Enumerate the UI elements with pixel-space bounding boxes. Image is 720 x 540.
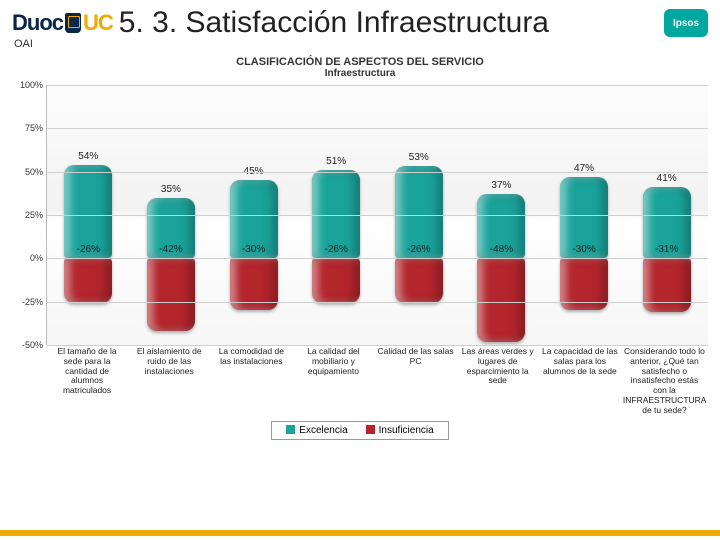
y-tick-label: 25% (9, 210, 43, 220)
bar-value-label: 41% (643, 173, 691, 184)
bar-insuficiencia: -26% (64, 258, 112, 303)
chart-subtitle: Infraestructura (0, 68, 720, 79)
x-tick-label: Las áreas verdes y lugares de esparcimie… (457, 345, 539, 415)
duoc-logo: Duoc UC (12, 10, 113, 36)
legend: Excelencia Insuficiencia (271, 421, 448, 440)
bar-value-label: -30% (560, 244, 608, 255)
gridline (47, 172, 708, 173)
x-tick-label: La calidad del mobiliario y equipamiento (292, 345, 374, 415)
gridline (47, 302, 708, 303)
y-tick-label: 100% (9, 80, 43, 90)
footer-accent-bar (0, 530, 720, 536)
bar-value-label: 53% (395, 152, 443, 163)
swatch-excelencia (286, 425, 295, 434)
bar-value-label: 54% (64, 151, 112, 162)
x-tick-label: Considerando todo lo anterior, ¿Qué tan … (621, 345, 708, 415)
gridline (47, 85, 708, 86)
page-title: 5. 3. Satisfacción Infraestructura (119, 6, 664, 40)
bar-value-label: -26% (395, 244, 443, 255)
x-tick-label: La comodidad de las instalaciones (210, 345, 292, 415)
bar-value-label: -26% (312, 244, 360, 255)
gridline (47, 128, 708, 129)
x-tick-label: El tamaño de la sede para la cantidad de… (46, 345, 128, 415)
y-tick-label: 0% (9, 253, 43, 263)
gridline (47, 345, 708, 346)
bar-value-label: -30% (230, 244, 278, 255)
bar-value-label: 51% (312, 156, 360, 167)
legend-item-excelencia: Excelencia (286, 425, 347, 436)
oai-label: OAI (0, 38, 720, 54)
bar-insuficiencia: -48% (477, 258, 525, 341)
bar-insuficiencia: -26% (312, 258, 360, 303)
logo-text-uc: UC (83, 10, 113, 35)
bar-insuficiencia: -31% (643, 258, 691, 312)
gridline (47, 215, 708, 216)
legend-label-excelencia: Excelencia (299, 425, 347, 436)
swatch-insuficiencia (366, 425, 375, 434)
ipsos-logo: Ipsos (664, 9, 708, 37)
y-tick-label: -25% (9, 297, 43, 307)
bar-value-label: 35% (147, 184, 195, 195)
x-tick-label: Calidad de las salas PC (375, 345, 457, 415)
y-tick-label: 75% (9, 123, 43, 133)
bar-value-label: -31% (643, 244, 691, 255)
legend-label-insuficiencia: Insuficiencia (379, 425, 434, 436)
legend-item-insuficiencia: Insuficiencia (366, 425, 434, 436)
bar-value-label: -26% (64, 244, 112, 255)
gridline (47, 258, 708, 259)
chart-title: CLASIFICACIÓN DE ASPECTOS DEL SERVICIO (0, 56, 720, 68)
bar-insuficiencia: -26% (395, 258, 443, 303)
x-axis-labels: El tamaño de la sede para la cantidad de… (46, 345, 708, 415)
plot-region: 54%-26%35%-42%45%-30%51%-26%53%-26%37%-4… (46, 85, 708, 345)
logo-text-duoc: Duoc (12, 10, 63, 35)
bar-value-label: -42% (147, 244, 195, 255)
y-tick-label: 50% (9, 167, 43, 177)
crest-icon (65, 13, 81, 33)
x-tick-label: El aislamiento de ruido de las instalaci… (128, 345, 210, 415)
bar-value-label: -48% (477, 244, 525, 255)
bar-insuficiencia: -42% (147, 258, 195, 331)
x-tick-label: La capacidad de las salas para los alumn… (539, 345, 621, 415)
chart-area: 54%-26%35%-42%45%-30%51%-26%53%-26%37%-4… (8, 85, 712, 415)
bar-value-label: 37% (477, 180, 525, 191)
y-tick-label: -50% (9, 340, 43, 350)
